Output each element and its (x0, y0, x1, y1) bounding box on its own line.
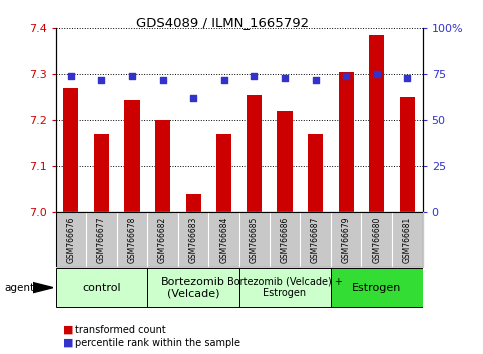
Text: GDS4089 / ILMN_1665792: GDS4089 / ILMN_1665792 (136, 16, 309, 29)
Text: Bortezomib
(Velcade): Bortezomib (Velcade) (161, 277, 225, 298)
Text: control: control (82, 282, 121, 293)
Bar (308, 134, 323, 212)
Text: GSM766676: GSM766676 (66, 217, 75, 263)
Text: percentile rank within the sample: percentile rank within the sample (75, 338, 240, 348)
Text: ■: ■ (63, 325, 73, 335)
Text: GSM766682: GSM766682 (158, 217, 167, 263)
Bar (239, 268, 331, 307)
Point (281, 75, 289, 81)
Point (342, 73, 350, 79)
Text: GSM766678: GSM766678 (128, 217, 137, 263)
Bar (147, 268, 239, 307)
Text: GSM766679: GSM766679 (341, 217, 351, 263)
Text: GSM766684: GSM766684 (219, 217, 228, 263)
Text: agent: agent (5, 282, 35, 293)
Text: GSM766687: GSM766687 (311, 217, 320, 263)
Text: transformed count: transformed count (75, 325, 166, 335)
Bar (400, 97, 415, 212)
Bar (216, 134, 231, 212)
Point (251, 73, 258, 79)
Point (189, 96, 197, 101)
Point (403, 75, 411, 81)
Text: Estrogen: Estrogen (352, 282, 401, 293)
Bar (369, 35, 384, 212)
Text: GSM766685: GSM766685 (250, 217, 259, 263)
Point (98, 77, 105, 83)
Point (67, 73, 75, 79)
Point (373, 72, 381, 77)
Text: GSM766680: GSM766680 (372, 217, 381, 263)
Text: ■: ■ (63, 338, 73, 348)
Text: GSM766677: GSM766677 (97, 217, 106, 263)
Point (128, 73, 136, 79)
Bar (155, 120, 170, 212)
Bar (63, 88, 78, 212)
Bar (247, 95, 262, 212)
Point (220, 77, 227, 83)
Bar (185, 194, 201, 212)
Bar (125, 100, 140, 212)
Point (159, 77, 167, 83)
Text: Bortezomib (Velcade) +
Estrogen: Bortezomib (Velcade) + Estrogen (227, 277, 343, 298)
Polygon shape (33, 282, 53, 293)
Text: GSM766683: GSM766683 (189, 217, 198, 263)
Bar (56, 268, 147, 307)
Point (312, 77, 319, 83)
Bar (277, 111, 293, 212)
Bar (331, 268, 423, 307)
Text: GSM766681: GSM766681 (403, 217, 412, 263)
Bar (339, 72, 354, 212)
Bar (94, 134, 109, 212)
Text: GSM766686: GSM766686 (281, 217, 289, 263)
